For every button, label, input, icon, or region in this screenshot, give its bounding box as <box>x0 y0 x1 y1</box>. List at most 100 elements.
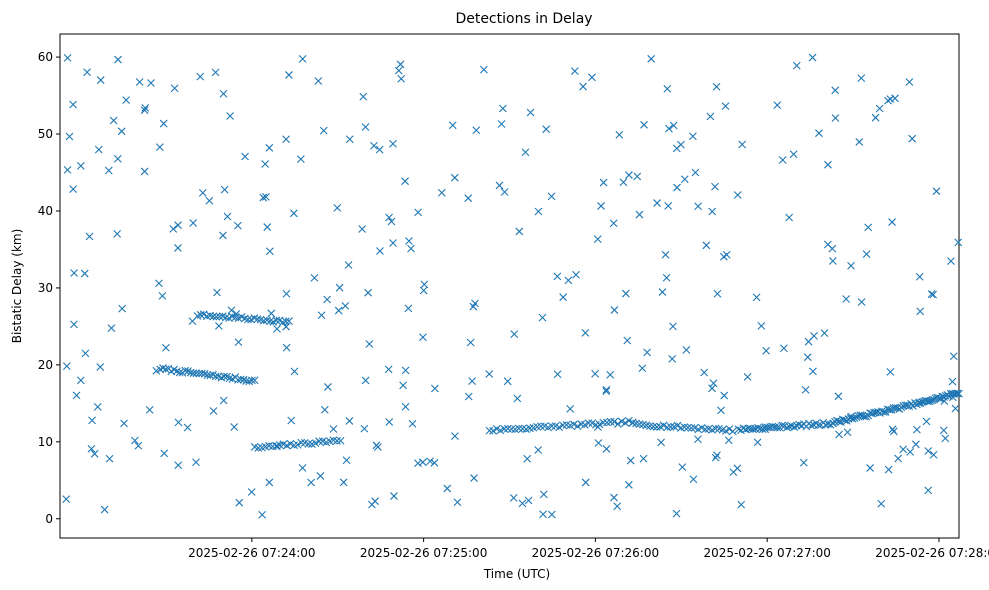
data-point <box>93 402 102 411</box>
y-tick-label: 30 <box>38 281 53 295</box>
data-point <box>877 499 886 508</box>
data-point <box>285 317 293 326</box>
data-point <box>757 321 766 330</box>
x-tick-label: 2025-02-26 07:26:00 <box>532 546 659 560</box>
data-point <box>358 225 367 233</box>
y-tick-label: 10 <box>38 435 53 449</box>
data-point <box>657 438 665 447</box>
data-point <box>76 161 85 170</box>
data-point <box>916 307 925 316</box>
data-point <box>687 424 696 432</box>
data-point <box>666 422 675 431</box>
data-point <box>553 370 562 379</box>
data-point <box>339 478 348 487</box>
data-point <box>385 213 393 222</box>
data-point <box>610 493 618 502</box>
x-tick-label: 2025-02-26 07:24:00 <box>188 546 315 560</box>
data-point <box>664 201 673 210</box>
data-point <box>267 309 276 318</box>
data-point <box>847 412 856 421</box>
data-point <box>820 329 829 337</box>
data-point <box>498 104 507 113</box>
data-point <box>414 459 422 468</box>
data-point <box>888 218 897 226</box>
data-point <box>518 424 527 433</box>
data-point <box>230 423 239 431</box>
data-point <box>729 468 738 476</box>
data-point <box>847 261 855 270</box>
data-point <box>342 456 351 465</box>
data-point <box>862 250 871 258</box>
data-point <box>109 116 118 125</box>
data-point <box>361 376 370 385</box>
data-point <box>407 244 415 253</box>
data-point <box>147 79 155 87</box>
data-point <box>789 150 798 159</box>
data-point <box>891 94 899 103</box>
data-point <box>619 178 628 187</box>
data-point <box>420 280 429 289</box>
data-point <box>682 345 691 354</box>
data-point <box>559 293 568 302</box>
data-point <box>949 352 958 361</box>
data-point <box>807 421 816 430</box>
data-point <box>658 288 667 296</box>
data-point <box>834 417 843 426</box>
data-point <box>857 74 866 83</box>
data-point <box>835 430 843 439</box>
data-point <box>219 89 228 98</box>
data-point <box>234 338 243 347</box>
data-point <box>524 496 533 505</box>
data-point <box>885 405 894 414</box>
data-point <box>212 312 221 321</box>
data-point <box>602 445 611 453</box>
data-point <box>120 419 128 428</box>
data-point <box>606 370 615 379</box>
data-point <box>273 324 281 333</box>
data-point <box>652 423 661 431</box>
data-point <box>599 178 608 187</box>
data-point <box>469 302 478 311</box>
data-point <box>625 171 633 179</box>
data-point <box>743 372 752 381</box>
data-point <box>80 269 89 278</box>
data-point <box>62 495 71 504</box>
data-point <box>397 74 406 83</box>
data-point <box>188 317 197 326</box>
data-point <box>122 96 131 104</box>
data-point <box>236 375 245 384</box>
data-point <box>534 207 543 216</box>
data-point <box>345 417 354 425</box>
data-point <box>621 419 630 427</box>
data-point <box>597 202 605 210</box>
data-point <box>691 168 700 177</box>
data-point <box>526 108 535 117</box>
data-point <box>810 331 818 340</box>
data-point <box>319 126 328 135</box>
data-point <box>702 241 711 250</box>
data-point <box>606 417 615 426</box>
data-point <box>470 474 478 482</box>
data-point <box>174 221 182 230</box>
data-point <box>220 372 229 381</box>
data-point <box>451 432 459 441</box>
data-point <box>209 312 218 321</box>
data-point <box>289 209 298 218</box>
data-point <box>915 272 924 281</box>
data-point <box>706 112 715 121</box>
data-point <box>88 416 97 425</box>
data-point <box>594 423 602 431</box>
data-point <box>63 166 72 174</box>
data-point <box>678 463 687 472</box>
data-point <box>298 463 307 472</box>
data-point <box>753 438 762 447</box>
data-point <box>334 306 343 315</box>
data-point <box>169 224 178 233</box>
data-point <box>929 450 938 459</box>
data-point <box>140 106 149 115</box>
data-point <box>783 423 791 432</box>
data-point <box>221 313 230 322</box>
data-point <box>752 293 761 302</box>
data-point <box>183 423 192 432</box>
data-point <box>649 422 658 431</box>
